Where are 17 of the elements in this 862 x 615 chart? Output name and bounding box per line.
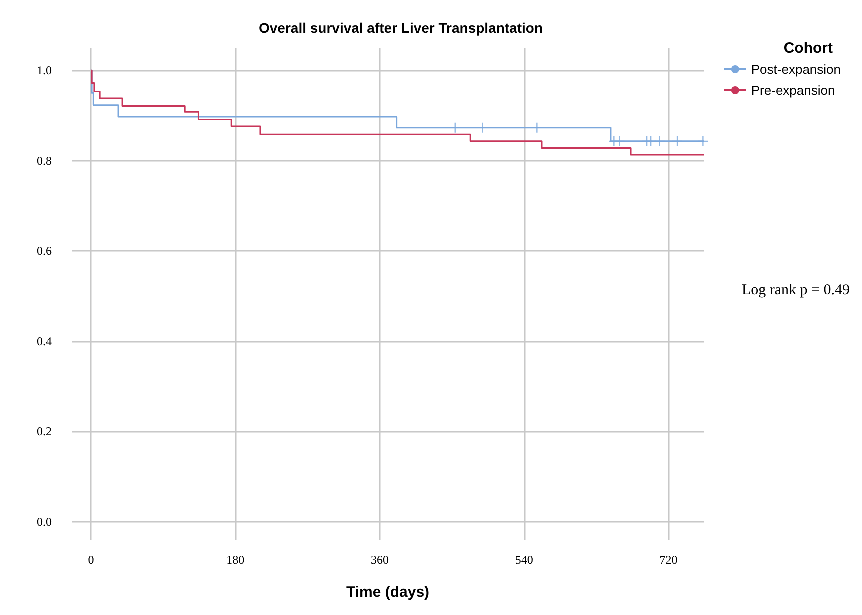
x-tick-label: 540 (515, 553, 534, 567)
legend-label: Post-expansion (751, 62, 842, 77)
x-axis-title: Time (days) (346, 584, 430, 601)
text: Log rank p = 0.49 (742, 282, 850, 298)
x-tick-label: 360 (370, 553, 389, 567)
x-tick-label: 720 (660, 553, 678, 567)
x-tick-label: 0 (88, 553, 94, 567)
y-tick-label: 0.0 (37, 514, 52, 529)
legend-label: Pre-expansion (751, 83, 836, 98)
y-tick-label: 0.2 (37, 424, 52, 439)
y-tick-label: 1.0 (37, 64, 52, 78)
chart-title: Overall survival after Liver Transplantation (259, 20, 543, 36)
x-tick-label: 180 (226, 553, 245, 567)
y-tick-label: 0.8 (37, 154, 52, 168)
y-tick-label: 0.6 (37, 244, 52, 258)
y-tick-label: 0.4 (37, 334, 52, 348)
legend-title: Cohort (784, 40, 834, 57)
